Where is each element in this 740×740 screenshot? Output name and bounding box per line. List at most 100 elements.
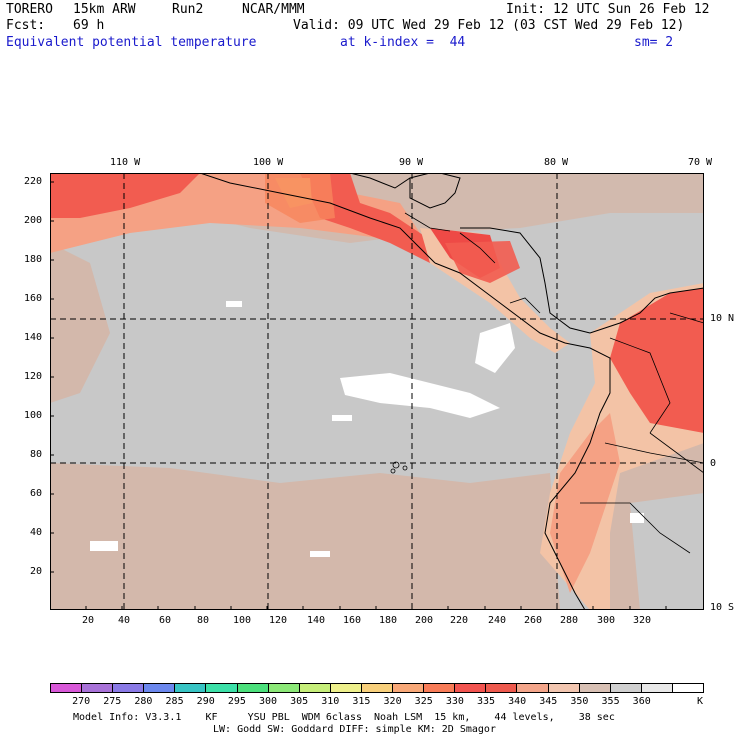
color-scale-label: 340 (508, 696, 527, 707)
grid-x-label: 160 (343, 615, 362, 626)
color-swatch (486, 684, 518, 692)
color-scale-label: 305 (290, 696, 309, 707)
color-scale-label: 285 (165, 696, 184, 707)
color-scale-label: 315 (352, 696, 371, 707)
color-swatch (175, 684, 207, 692)
grid-y-label: 180 (24, 254, 43, 265)
color-scale-label: 330 (445, 696, 464, 707)
borders (404, 212, 704, 554)
forecast-label: Fcst: (6, 18, 46, 33)
grid-x-label: 320 (633, 615, 652, 626)
grid-x-label: 20 (82, 615, 95, 626)
grid-y-label: 40 (30, 527, 43, 538)
galapagos-islands (390, 461, 408, 474)
color-scale-label: 360 (632, 696, 651, 707)
grid-y-label: 220 (24, 176, 43, 187)
western-tan-band (50, 243, 110, 403)
map-frame (50, 173, 704, 610)
valid-time: Valid: 09 UTC Wed 29 Feb 12 (03 CST Wed … (293, 18, 685, 33)
color-scale-label: 320 (383, 696, 402, 707)
color-swatch (548, 684, 580, 692)
color-scale-label: 300 (258, 696, 278, 707)
yucatan-coast (409, 173, 461, 209)
lat-label-10s: 10 S (710, 602, 735, 613)
lat-lon-grid (50, 173, 704, 610)
color-swatch (113, 684, 145, 692)
color-swatch (361, 684, 394, 692)
color-scale-label: 310 (321, 696, 340, 707)
lon-label-110w: 110 W (110, 157, 141, 168)
color-swatch (517, 684, 549, 692)
color-swatch (610, 684, 642, 692)
equivalent-potential-temperature-map (50, 173, 704, 610)
lat-label-10n: 10 N (710, 313, 735, 324)
lon-label-80w: 80 W (544, 157, 569, 168)
color-swatch (144, 684, 176, 692)
lon-label-90w: 90 W (399, 157, 424, 168)
grid-x-label: 80 (197, 615, 210, 626)
color-swatch (51, 684, 83, 692)
color-scale-label: 275 (103, 696, 122, 707)
grid-x-label: 300 (597, 615, 616, 626)
color-scale-label: 335 (476, 696, 496, 707)
color-swatch (424, 684, 456, 692)
color-swatch (579, 684, 611, 692)
grid-y-label: 60 (30, 488, 43, 499)
honduras-red-region (445, 241, 520, 283)
white-patch-small-2 (226, 301, 242, 307)
colombia-red-region (610, 288, 704, 433)
mexico-gulf-coast (349, 173, 431, 189)
color-scale-label: 325 (414, 696, 433, 707)
forecast-hour: 69 h (73, 18, 105, 33)
color-scale-label: 355 (601, 696, 620, 707)
colombia-coast (589, 287, 704, 334)
white-patch-small-5 (630, 513, 644, 523)
color-swatch (82, 684, 114, 692)
mexico-orange-patch (265, 173, 335, 223)
color-swatch (455, 684, 487, 692)
white-patch-east (475, 323, 515, 373)
grid-y-label: 20 (30, 566, 43, 577)
smoothing-label: sm= 2 (634, 35, 674, 50)
physics-info-line: LW: Godd SW: Goddard DIFF: simple KM: 2D… (213, 724, 496, 735)
grid-y-label: 160 (24, 293, 43, 304)
northwest-red-region (50, 173, 200, 218)
grid-x-label: 120 (269, 615, 288, 626)
grid-x-label: 280 (560, 615, 579, 626)
grid-x-label: 140 (307, 615, 326, 626)
grid-y-label: 200 (24, 215, 43, 226)
run-label: Run2 (172, 2, 204, 17)
color-scale-label: 345 (539, 696, 558, 707)
color-scale-label: 280 (134, 696, 153, 707)
color-swatch (206, 684, 238, 692)
grid-x-label: 260 (524, 615, 543, 626)
org-label: NCAR/MMM (242, 2, 305, 17)
model-resolution: 15km ARW (73, 2, 136, 17)
field-name: Equivalent potential temperature (6, 35, 257, 50)
grid-x-label: 200 (415, 615, 434, 626)
white-patch-central (340, 373, 500, 418)
grid-x-label: 100 (233, 615, 252, 626)
white-patch-small-3 (332, 415, 352, 421)
grid-x-label: 180 (379, 615, 398, 626)
init-time: Init: 12 UTC Sun 26 Feb 12 (506, 2, 710, 17)
grid-y-label: 80 (30, 449, 43, 460)
color-swatch (641, 684, 673, 692)
grid-x-label: 240 (488, 615, 507, 626)
color-swatch (268, 684, 300, 692)
lon-label-70w: 70 W (688, 157, 713, 168)
color-scale-label: 270 (72, 696, 91, 707)
color-swatch (237, 684, 269, 692)
color-scale-label: 290 (196, 696, 215, 707)
field-level: at k-index = 44 (340, 35, 466, 50)
white-patch-small-4 (310, 551, 330, 557)
grid-x-label: 220 (450, 615, 469, 626)
color-scale-label: 295 (227, 696, 246, 707)
lat-label-0: 0 (710, 458, 717, 469)
coastlines (199, 173, 704, 610)
color-scale-label: 350 (570, 696, 589, 707)
color-scale-bar (50, 683, 704, 693)
white-patch-small-1 (90, 541, 118, 551)
model-info-line: Model Info: V3.3.1 KF YSU PBL WDM 6class… (73, 712, 615, 723)
southern-tan-region (50, 463, 560, 610)
